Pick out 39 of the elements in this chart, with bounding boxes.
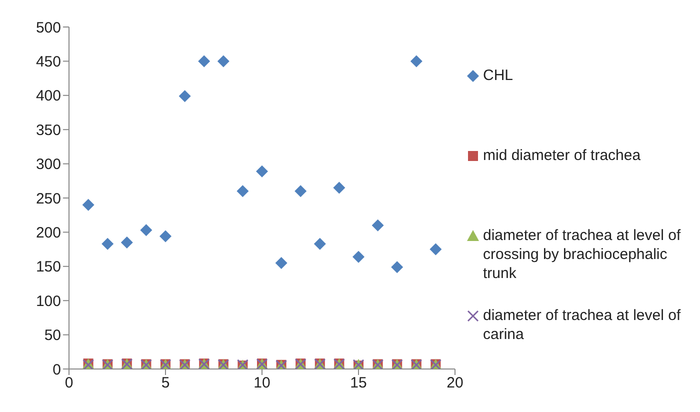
y-tick-label: 250 — [36, 190, 61, 208]
y-tick-label: 400 — [36, 88, 61, 105]
point — [160, 230, 172, 242]
point — [256, 165, 268, 178]
x-tick-label: 20 — [446, 374, 464, 392]
point — [352, 250, 364, 263]
point — [82, 198, 94, 211]
y-tick-label: 450 — [36, 54, 61, 71]
point — [217, 55, 230, 68]
point — [102, 238, 114, 250]
x-tick-label: 15 — [350, 374, 367, 392]
point — [236, 185, 249, 198]
y-tick-label: 150 — [36, 258, 61, 276]
y-tick-label: 350 — [36, 122, 61, 139]
legend-label: diameter of trachea at level of carina — [483, 306, 682, 344]
point — [314, 238, 326, 250]
legend-label: mid diameter of trachea — [483, 146, 641, 165]
point — [140, 224, 152, 236]
point — [120, 236, 133, 248]
y-tick-label: 500 — [36, 19, 61, 36]
point — [391, 261, 404, 274]
point — [430, 243, 442, 256]
point — [333, 182, 346, 194]
point — [410, 55, 422, 68]
y-tick-label: 100 — [36, 292, 61, 310]
point — [275, 256, 288, 269]
y-tick-label: 300 — [36, 156, 61, 174]
point — [198, 55, 210, 68]
y-tick-label: 50 — [44, 327, 61, 344]
point — [178, 90, 191, 102]
y-tick-label: 200 — [36, 224, 61, 242]
x-tick-label: 5 — [161, 374, 170, 392]
point — [372, 219, 384, 232]
x-tick-label: 10 — [254, 374, 270, 392]
x-tick-label: 0 — [64, 374, 74, 392]
point — [294, 185, 307, 198]
y-tick-label: 0 — [52, 361, 61, 378]
legend-label: diameter of trachea at level of crossing by brachiocephalic trunk — [483, 226, 682, 283]
legend-label: CHL — [483, 66, 514, 85]
